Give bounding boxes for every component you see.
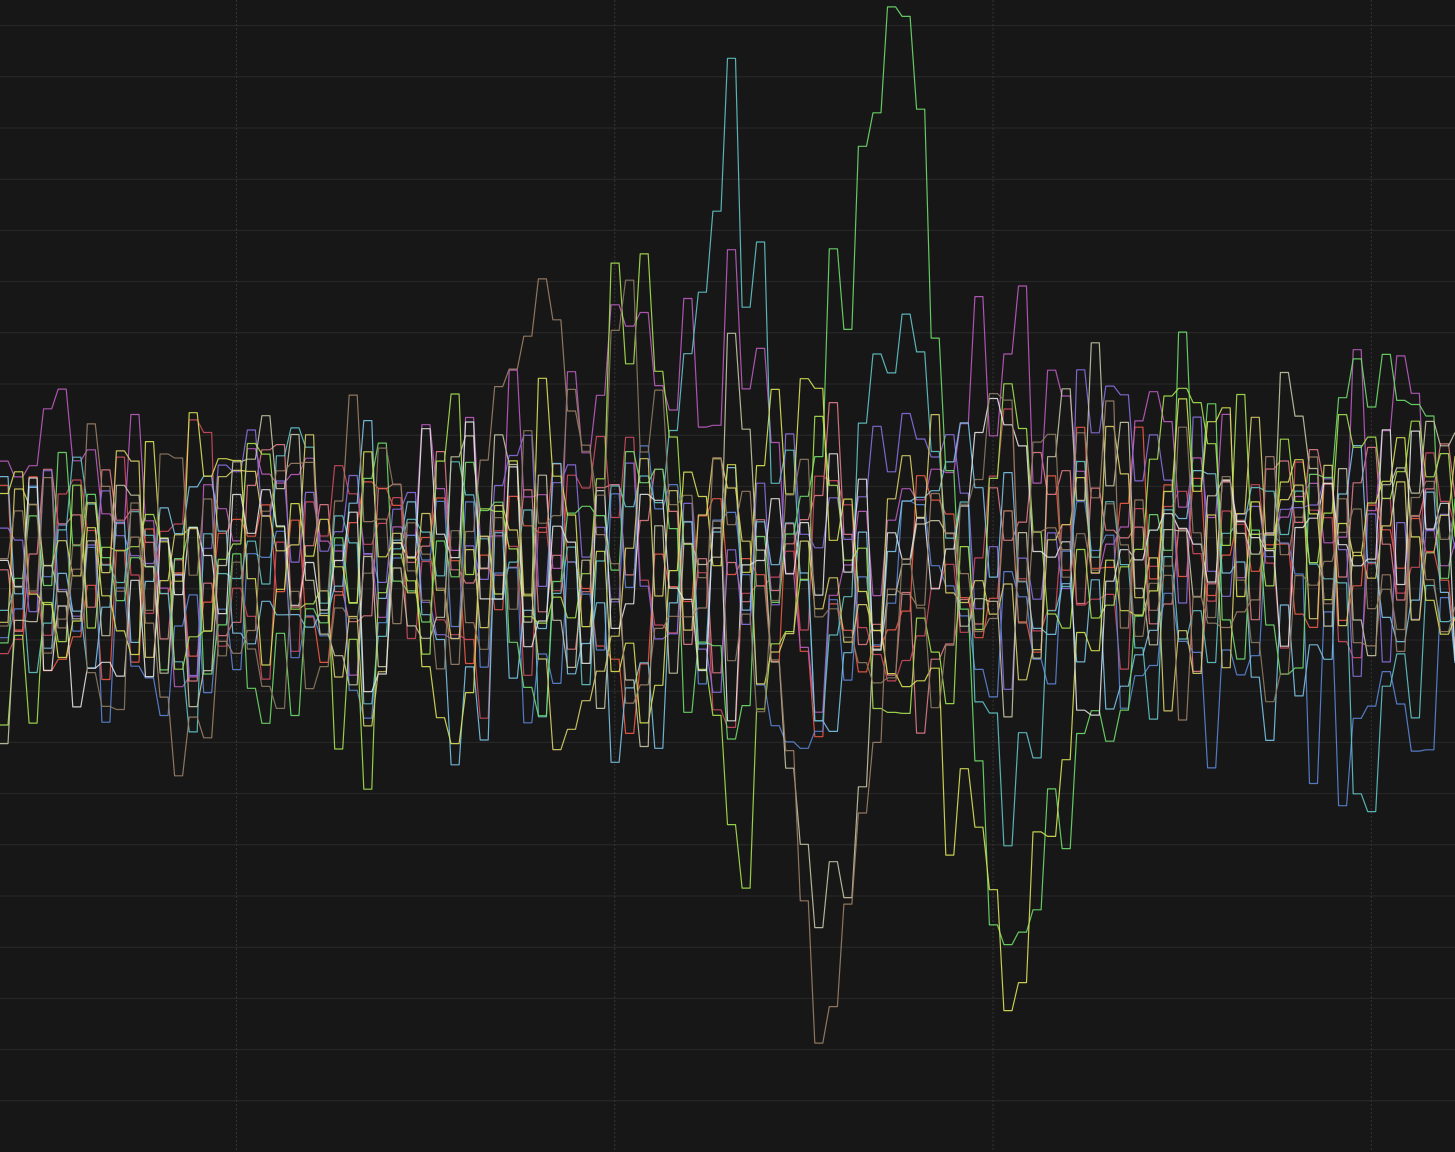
series-line-13 bbox=[0, 332, 1455, 929]
series-line-2 bbox=[0, 426, 1455, 738]
series-line-12 bbox=[0, 414, 1455, 751]
series-line-7 bbox=[0, 57, 1455, 847]
series-line-15 bbox=[0, 278, 1455, 1044]
series-line-16 bbox=[0, 279, 1455, 713]
series-line-11 bbox=[0, 377, 1455, 1012]
series-line-14 bbox=[0, 397, 1455, 722]
series-line-5 bbox=[0, 369, 1455, 693]
series-line-6 bbox=[0, 445, 1455, 807]
chart-series-group bbox=[0, 6, 1455, 1044]
